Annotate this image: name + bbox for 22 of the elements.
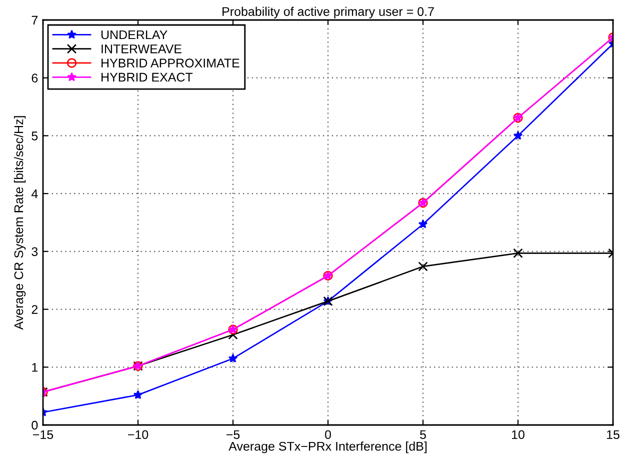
legend-label: HYBRID EXACT	[102, 72, 193, 82]
y-tick-label: 7	[32, 16, 38, 25]
chart-title: Probability of active primary user = 0.7	[222, 6, 434, 18]
y-tick-label: 3	[32, 247, 38, 256]
y-tick-label: 2	[32, 305, 38, 314]
x-tick-label: −15	[33, 430, 54, 440]
x-tick-label: 10	[512, 430, 524, 440]
y-tick-label: 5	[32, 132, 38, 140]
x-tick-label: 5	[420, 430, 426, 440]
y-tick-label: 6	[32, 74, 38, 83]
y-tick-label: 4	[31, 190, 38, 198]
x-axis-title: Average STx−PRx Interference [dB]	[228, 442, 427, 454]
y-tick-label: 1	[32, 363, 38, 372]
x-tick-label: 15	[607, 430, 620, 440]
x-tick-label: −5	[226, 430, 240, 440]
legend-label: HYBRID APPROXIMATE	[102, 58, 240, 68]
x-tick-label: −10	[128, 430, 148, 440]
y-axis-title: Average CR System Rate [bits/sec/Hz]	[14, 116, 26, 330]
legend-label: INTERWEAVE	[102, 44, 182, 54]
y-tick-label: 0	[32, 420, 38, 430]
legend-label: UNDERLAY	[101, 30, 168, 40]
x-tick-label: 0	[325, 430, 331, 440]
